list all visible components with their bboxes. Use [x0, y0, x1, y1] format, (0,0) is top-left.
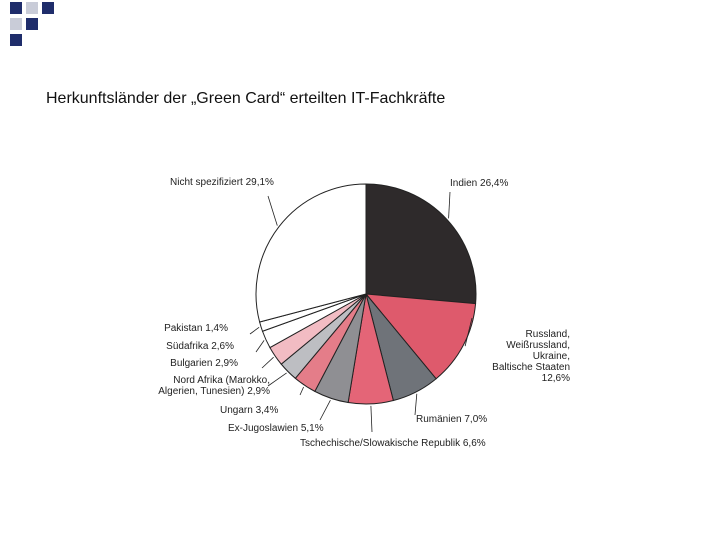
leader-line — [255, 340, 265, 353]
slice-label-line: Algerien, Tunesien) 2,9% — [158, 386, 270, 397]
leader-lines — [249, 191, 473, 433]
pie-slice — [365, 183, 477, 305]
slice-label-line: Baltische Staaten — [492, 362, 570, 373]
slice-label-line: Rumänien 7,0% — [416, 414, 487, 425]
leader-line — [370, 405, 373, 433]
slice-label-line: Bulgarien 2,9% — [170, 358, 238, 369]
slice-label-line: Indien 26,4% — [450, 178, 508, 189]
slice-label: Bulgarien 2,9% — [170, 358, 238, 369]
slice-label: Russland, Weißrussland, Ukraine, Baltische … — [492, 329, 570, 384]
leader-line — [299, 386, 304, 396]
slice-label-line: 12,6% — [542, 373, 570, 384]
slice-label-line: Südafrika 2,6% — [166, 341, 234, 352]
slice-label-line: Tschechische/Slowakische Republik 6,6% — [300, 438, 486, 449]
corner-square — [10, 18, 22, 30]
slice-label-line: Ex-Jugoslawien 5,1% — [228, 423, 324, 434]
corner-square — [26, 18, 38, 30]
slice-label: Indien 26,4% — [450, 178, 508, 189]
corner-square — [10, 34, 22, 46]
leader-line — [267, 372, 287, 387]
slice-labels: Indien 26,4% Russland, Weißrussland, Ukrain… — [158, 177, 570, 449]
slice-label: Tschechische/Slowakische Republik 6,6% — [300, 438, 486, 449]
leader-line — [464, 317, 473, 347]
leader-line — [319, 400, 331, 421]
leader-line — [261, 356, 274, 369]
pie-slice — [255, 183, 367, 323]
slice-label-line: Pakistan 1,4% — [164, 323, 228, 334]
leader-line — [267, 195, 278, 226]
corner-square — [42, 2, 54, 14]
slice-label: Nord Afrika (Marokko, Algerien, Tunesien)… — [158, 375, 270, 397]
slide-title: Herkunftsländer der „Green Card“ erteilt… — [46, 90, 446, 107]
slice-label: Ungarn 3,4% — [220, 405, 278, 416]
slice-label-line: Ungarn 3,4% — [220, 405, 278, 416]
corner-decoration — [0, 0, 60, 46]
corner-square — [26, 2, 38, 14]
pie-slices — [255, 183, 477, 405]
leader-line — [249, 326, 260, 335]
leader-line — [448, 191, 451, 219]
slice-label-line: Weißrussland, — [506, 340, 570, 351]
slice-label: Rumänien 7,0% — [416, 414, 487, 425]
slice-label: Nicht spezifiziert 29,1% — [170, 177, 274, 188]
corner-square — [10, 2, 22, 14]
pie-slice — [364, 293, 477, 380]
slice-label: Südafrika 2,6% — [166, 341, 234, 352]
slice-label: Pakistan 1,4% — [164, 323, 228, 334]
slice-label-line: Nicht spezifiziert 29,1% — [170, 177, 274, 188]
slice-label: Ex-Jugoslawien 5,1% — [228, 423, 324, 434]
leader-line — [414, 393, 418, 416]
slice-label-line: Ukraine, — [533, 351, 570, 362]
slice-label-line: Nord Afrika (Marokko, — [173, 375, 270, 386]
slice-label-line: Russland, — [526, 329, 570, 340]
